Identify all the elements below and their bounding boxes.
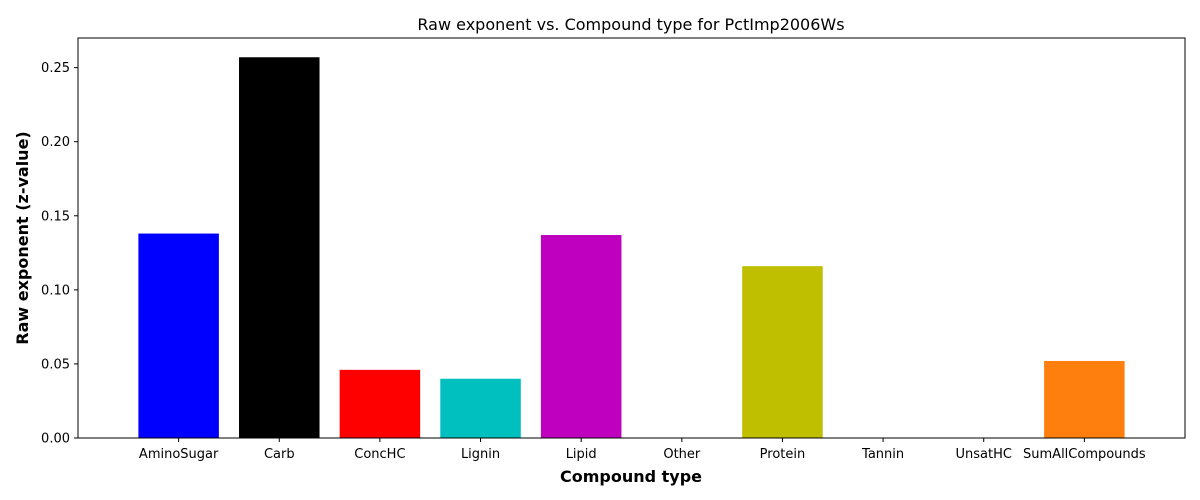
x-tick-label: Tannin: [861, 447, 904, 462]
x-tick-label: Lignin: [461, 447, 500, 462]
y-tick-label: 0.10: [41, 283, 70, 298]
x-tick-label: UnsatHC: [956, 447, 1012, 462]
x-tick-label: Carb: [264, 447, 295, 462]
x-tick-label: ConcHC: [354, 447, 405, 462]
x-tick-label: Lipid: [566, 447, 597, 462]
x-axis-title: Compound type: [560, 467, 702, 486]
x-tick-label: Other: [663, 447, 701, 462]
x-tick-label: AminoSugar: [139, 447, 219, 462]
bar-conchc: [339, 369, 421, 438]
bar-aminosugar: [138, 233, 219, 438]
bar-carb: [239, 57, 320, 439]
bar-protein: [742, 266, 823, 438]
bar-sumallcompounds: [1044, 360, 1125, 438]
plot-area: 0.00 0.05 0.10 0.15 0.20 0.25 AminoSugar Carb Co…: [41, 37, 1186, 462]
bar-lignin: [440, 378, 521, 438]
chart-title: Raw exponent vs. Compound type for PctIm…: [417, 15, 844, 34]
y-tick-label: 0.15: [41, 209, 70, 224]
y-axis-title: Raw exponent (z-value): [13, 131, 32, 344]
y-tick-label: 0.25: [41, 61, 70, 76]
bar-lipid: [540, 235, 622, 438]
y-tick-label: 0.00: [41, 432, 70, 447]
y-tick-label: 0.20: [41, 135, 70, 150]
y-tick-label: 0.05: [41, 357, 70, 372]
x-tick-label: Protein: [760, 447, 806, 462]
axes-frame: [77, 37, 1186, 439]
x-tick-label: SumAllCompounds: [1023, 447, 1146, 462]
